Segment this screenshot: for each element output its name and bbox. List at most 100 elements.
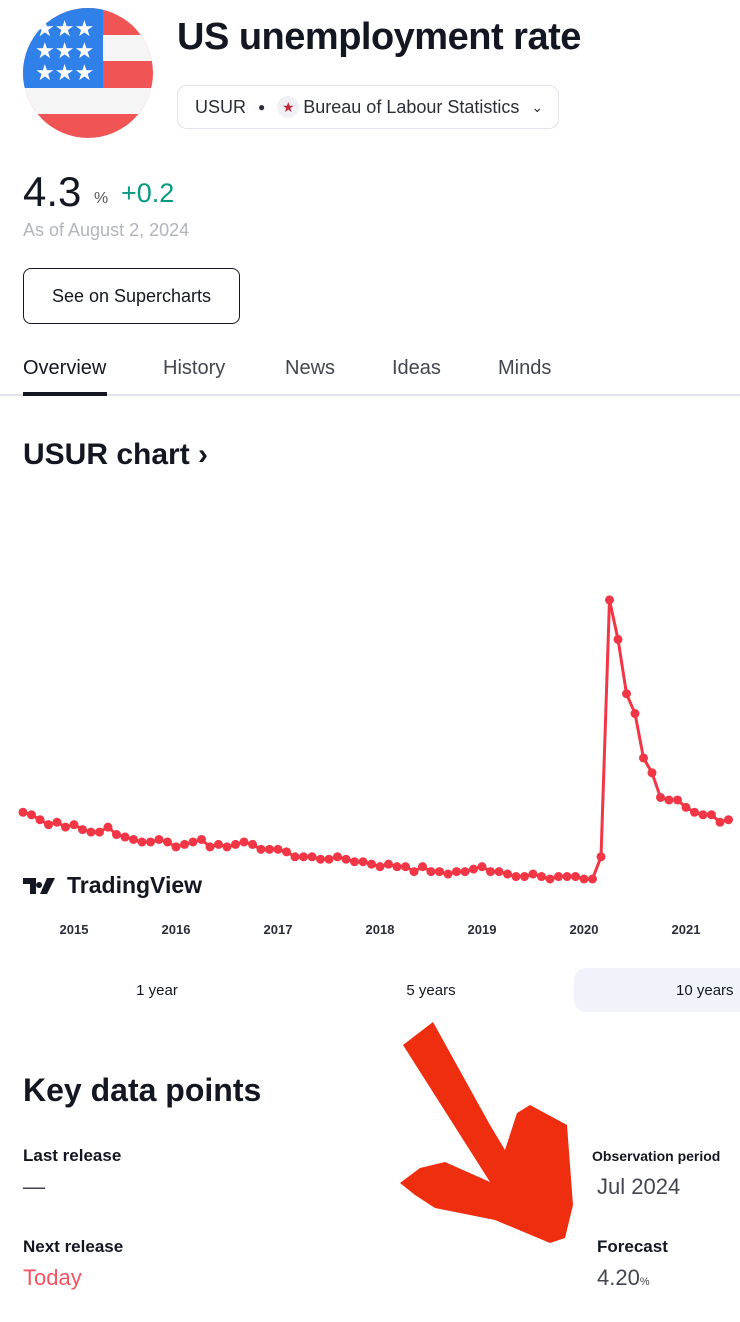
data-point xyxy=(27,810,36,820)
data-point xyxy=(188,837,198,847)
red-arrow-annotation xyxy=(400,1022,573,1243)
data-point xyxy=(486,867,495,877)
unemployment-chart[interactable]: 2015 2016 2017 2018 2019 2020 2021 xyxy=(0,0,740,950)
data-point xyxy=(171,842,181,852)
data-point xyxy=(205,842,215,852)
next-release-label: Next release xyxy=(23,1237,124,1256)
data-point xyxy=(690,807,699,817)
x-tick-label: 2015 xyxy=(60,922,89,937)
tab-news[interactable]: News xyxy=(285,357,336,379)
data-point xyxy=(154,834,164,844)
data-point xyxy=(435,867,444,877)
data-point xyxy=(494,867,504,877)
x-tick-label: 2019 xyxy=(468,922,497,937)
tab-ideas[interactable]: Ideas xyxy=(392,357,441,379)
data-point xyxy=(639,753,648,763)
x-tick-label: 2021 xyxy=(672,922,701,937)
tab-minds[interactable]: Minds xyxy=(498,357,552,379)
forecast-value: 4.20% xyxy=(597,1265,650,1291)
data-point xyxy=(460,867,470,877)
data-point xyxy=(622,689,631,699)
observation-period-label: Observation period xyxy=(592,1148,721,1164)
data-point xyxy=(537,872,546,882)
data-point xyxy=(307,852,317,862)
data-point xyxy=(596,852,606,862)
data-point xyxy=(554,872,563,882)
tradingview-logo: TradingView xyxy=(23,872,202,899)
data-point xyxy=(95,827,104,837)
last-release-label: Last release xyxy=(23,1146,122,1165)
data-point xyxy=(78,825,87,835)
data-point xyxy=(137,837,147,847)
data-point xyxy=(324,854,334,864)
data-point xyxy=(86,827,96,837)
data-point xyxy=(588,874,597,884)
data-point xyxy=(316,854,325,864)
range-1-year[interactable]: 1 year xyxy=(136,981,178,999)
data-point xyxy=(248,839,257,849)
last-release-value: — xyxy=(23,1174,45,1199)
data-point xyxy=(333,852,342,862)
forecast-unit: % xyxy=(639,1276,650,1288)
data-point xyxy=(239,837,249,847)
data-point xyxy=(375,862,385,872)
data-point xyxy=(452,867,461,877)
source-label: Bureau of Labour Statistics xyxy=(303,96,520,117)
data-point xyxy=(656,792,665,802)
tab-overview[interactable]: Overview xyxy=(23,357,107,379)
data-point xyxy=(341,854,351,864)
chevron-right-icon: › xyxy=(189,438,209,471)
data-point xyxy=(282,847,291,857)
data-point xyxy=(545,874,555,884)
data-point xyxy=(367,859,376,869)
chart-section-title[interactable]: USUR chart › xyxy=(23,438,208,472)
data-point xyxy=(384,859,393,869)
data-point xyxy=(579,874,589,884)
tab-history[interactable]: History xyxy=(163,357,226,379)
data-point xyxy=(146,837,155,847)
data-point xyxy=(44,820,53,830)
data-point xyxy=(52,817,62,827)
data-point xyxy=(358,857,368,867)
range-10-years[interactable]: 10 years xyxy=(574,968,740,1012)
bls-logo-icon: ★ xyxy=(277,96,300,118)
data-point xyxy=(180,839,189,849)
observation-period-value: Jul 2024 xyxy=(597,1174,681,1199)
data-point xyxy=(265,844,274,854)
data-point xyxy=(401,862,410,872)
x-tick-label: 2016 xyxy=(162,922,191,937)
data-point xyxy=(392,862,402,872)
data-point xyxy=(35,815,45,825)
data-point xyxy=(18,807,28,817)
source-selector[interactable]: USUR ● ★ Bureau of Labour Statistics ⌄ xyxy=(177,85,559,129)
data-point xyxy=(129,834,138,844)
separator-dot: ● xyxy=(258,100,266,114)
data-point xyxy=(120,832,130,842)
as-of-date: As of August 2, 2024 xyxy=(23,220,190,240)
data-point xyxy=(61,822,70,832)
data-point xyxy=(443,869,453,879)
tradingview-logo-icon xyxy=(23,877,55,894)
data-point xyxy=(647,768,657,778)
page-title: US unemployment rate xyxy=(177,16,581,58)
data-point xyxy=(299,852,308,862)
data-point xyxy=(290,852,300,862)
x-tick-label: 2017 xyxy=(264,922,293,937)
data-point xyxy=(511,872,521,882)
data-point xyxy=(715,817,725,827)
symbol-label: USUR xyxy=(195,96,247,117)
data-point xyxy=(469,864,478,874)
see-on-supercharts-button[interactable]: See on Supercharts xyxy=(23,268,240,324)
data-point xyxy=(630,709,640,719)
data-point xyxy=(197,834,206,844)
data-point xyxy=(350,857,359,867)
range-5-years[interactable]: 5 years xyxy=(406,981,456,999)
data-point xyxy=(724,815,733,825)
data-point xyxy=(562,872,572,882)
chevron-down-icon: ⌄ xyxy=(531,98,544,115)
svg-text:★★★: ★★★ xyxy=(35,61,94,86)
chart-title-text: USUR chart xyxy=(23,438,190,471)
value-change: +0.2 xyxy=(121,178,175,208)
active-tab-indicator xyxy=(23,392,107,396)
x-tick-label: 2020 xyxy=(570,922,599,937)
